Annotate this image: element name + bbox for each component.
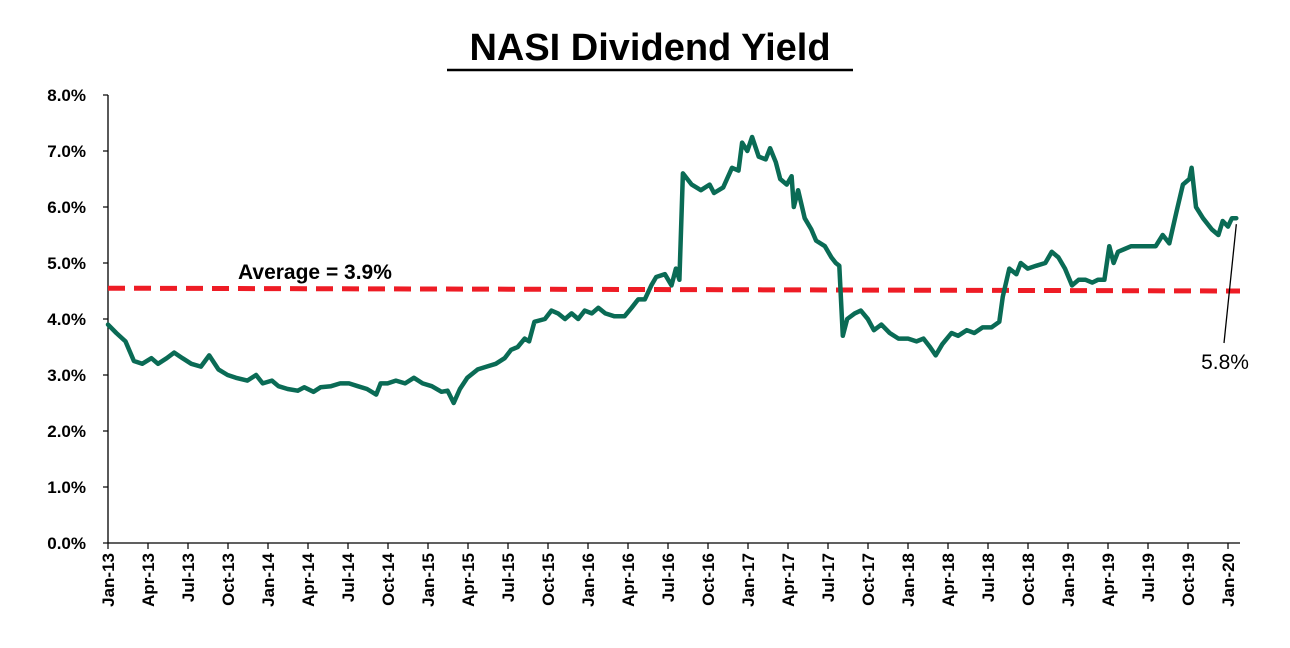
y-tick-label: 5.0%	[47, 254, 86, 273]
x-tick-label: Apr-18	[939, 553, 958, 607]
chart-title: NASI Dividend Yield	[469, 27, 830, 69]
x-tick-label: Jan-18	[899, 553, 918, 607]
x-tick-label: Oct-16	[699, 553, 718, 606]
x-tick-label: Apr-17	[779, 553, 798, 607]
x-axis: Jan-13 Apr-13 Jul-13 Oct-13 Jan-14 Apr-14 Jul-…	[99, 542, 1240, 607]
y-tick-label: 6.0%	[47, 198, 86, 217]
x-tick-label: Oct-19	[1179, 553, 1198, 606]
x-tick-label: Jul-14	[339, 552, 358, 602]
x-tick-label: Jul-17	[819, 553, 838, 602]
x-tick-label: Oct-14	[379, 552, 398, 605]
y-tick-label: 4.0%	[47, 310, 86, 329]
x-tick-label: Jan-13	[99, 553, 118, 607]
x-tick-label: Apr-15	[459, 553, 478, 607]
y-tick-label: 1.0%	[47, 478, 86, 497]
annotation-group: Average = 3.9% 5.8%	[238, 224, 1249, 374]
y-tick-label: 8.0%	[47, 86, 86, 105]
y-tick-label: 2.0%	[47, 422, 86, 441]
x-tick-label: Jul-15	[499, 553, 518, 602]
x-tick-label: Jan-20	[1219, 553, 1238, 607]
y-axis: 0.0% 1.0% 2.0% 3.0% 4.0% 5.0% 6.0% 7.0% 8.0%	[47, 86, 109, 553]
x-tick-label: Jan-14	[259, 552, 278, 606]
last-value-label: 5.8%	[1201, 351, 1249, 374]
x-tick-label: Jul-16	[659, 553, 678, 602]
x-tick-label: Oct-13	[219, 553, 238, 606]
y-tick-label: 7.0%	[47, 142, 86, 161]
average-line	[107, 285, 1241, 294]
x-tick-label: Apr-13	[139, 553, 158, 607]
x-tick-label: Jan-16	[579, 553, 598, 607]
x-tick-label: Apr-14	[299, 552, 318, 606]
series-group	[105, 134, 1239, 406]
x-tick-label: Apr-16	[619, 553, 638, 607]
average-label: Average = 3.9%	[238, 261, 392, 284]
x-tick-label: Oct-18	[1019, 553, 1038, 606]
series-line	[105, 134, 1239, 406]
x-tick-label: Jan-17	[739, 553, 758, 607]
x-tick-label: Jul-19	[1139, 553, 1158, 602]
x-tick-label: Jul-13	[179, 553, 198, 602]
x-tick-label: Oct-15	[539, 553, 558, 606]
y-tick-label: 3.0%	[47, 366, 86, 385]
y-tick-label: 0.0%	[47, 534, 86, 553]
x-tick-label: Jan-19	[1059, 553, 1078, 607]
average-line-group	[107, 285, 1241, 294]
x-tick-label: Jul-18	[979, 553, 998, 602]
x-tick-label: Oct-17	[859, 553, 878, 606]
x-tick-label: Apr-19	[1099, 553, 1118, 607]
last-value-leader	[1223, 224, 1237, 344]
x-tick-label: Jan-15	[419, 553, 438, 607]
